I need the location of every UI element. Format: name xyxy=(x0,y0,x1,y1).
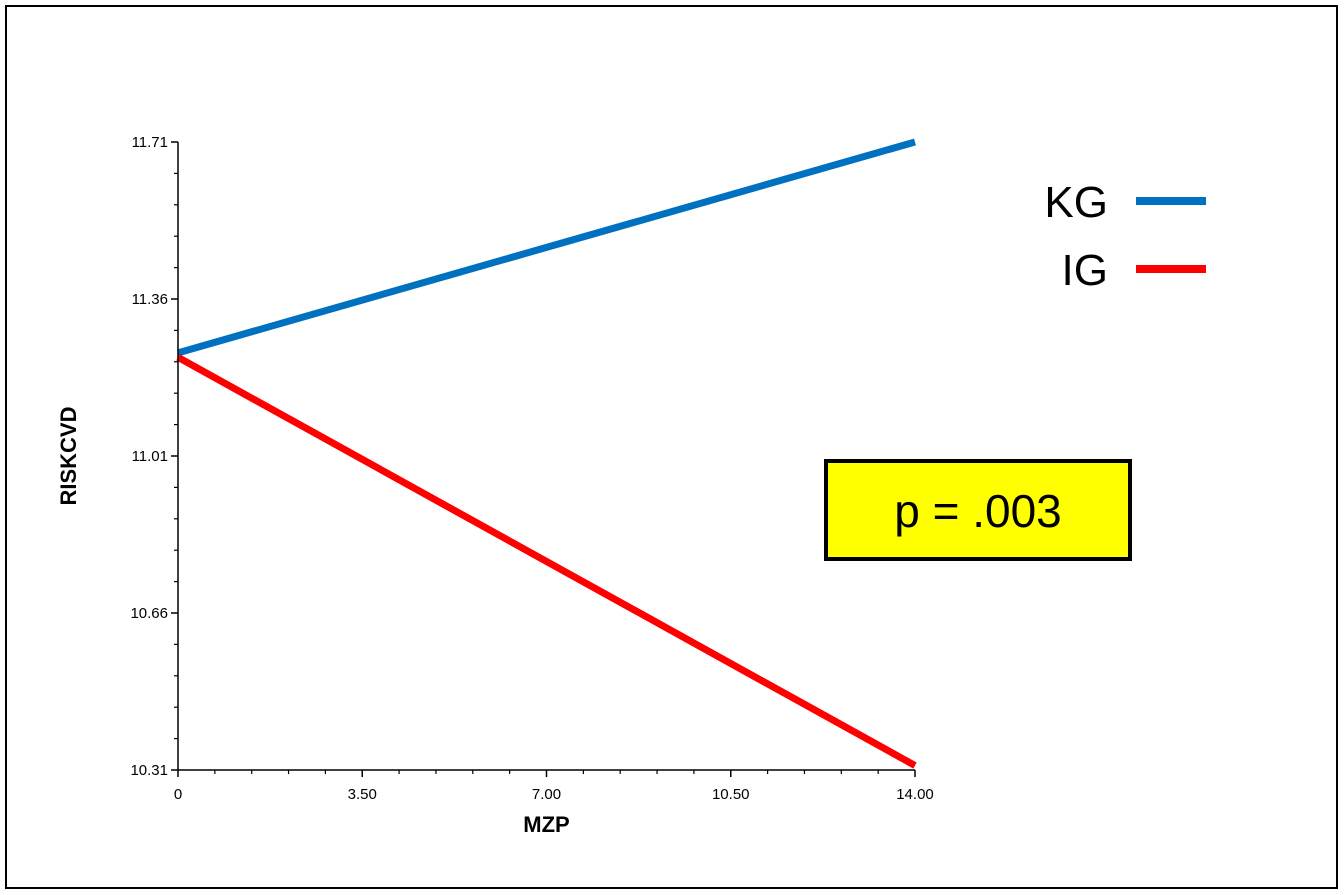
series-line-kg xyxy=(177,138,916,357)
x-tick-label: 14.00 xyxy=(896,786,934,803)
y-tick-label: 11.36 xyxy=(132,291,168,308)
legend-label-ig: IG xyxy=(1062,246,1108,295)
y-tick-label: 11.01 xyxy=(132,448,168,465)
x-tick-label: 10.50 xyxy=(712,786,750,803)
chart-frame xyxy=(5,5,1338,889)
p-value-annotation: p = .003 xyxy=(824,459,1132,561)
p-value-box xyxy=(824,459,1132,561)
y-tick-label: 10.31 xyxy=(130,762,168,779)
series-line-ig xyxy=(176,354,917,769)
ticks-layer: 10.31 10.66 11.01 11.36 11.71 0 3.50 7.00 10.50 1… xyxy=(130,134,933,803)
legend-label-kg: KG xyxy=(1044,178,1108,227)
series-layer xyxy=(176,138,917,769)
y-axis-title: RISKCVD xyxy=(56,406,81,505)
p-value-text: p = .003 xyxy=(894,485,1062,537)
x-tick-label: 0 xyxy=(174,786,182,803)
x-tick-label: 3.50 xyxy=(348,786,377,803)
axes-layer xyxy=(177,142,915,771)
y-tick-label: 11.71 xyxy=(132,134,168,151)
legend: KG IG xyxy=(1044,178,1206,295)
x-tick-label: 7.00 xyxy=(532,786,561,803)
y-tick-label: 10.66 xyxy=(130,605,168,622)
x-axis-title: MZP xyxy=(523,812,569,837)
